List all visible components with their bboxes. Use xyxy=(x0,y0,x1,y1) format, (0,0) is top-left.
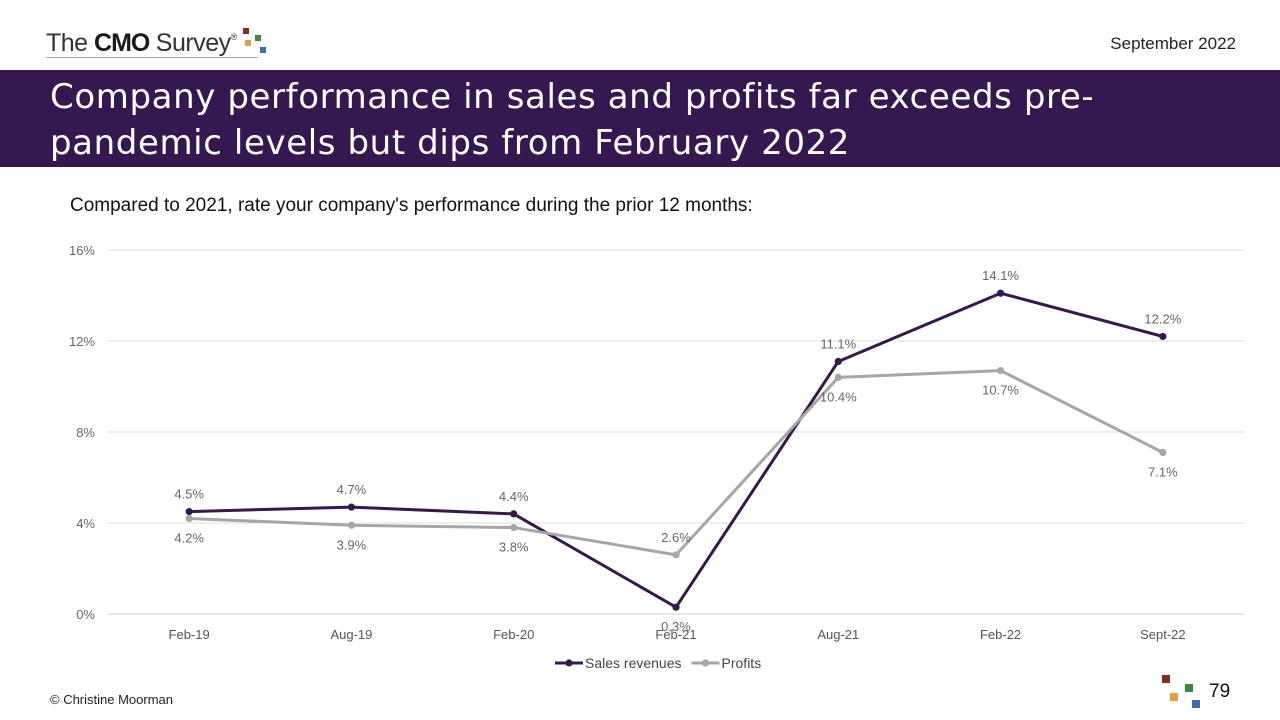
data-labels: 4.5% 4.7% 4.4% 0.3% 11.1% 14.1% 12.2% 4.2% 3.9% 3… xyxy=(174,268,1181,634)
data-point xyxy=(185,508,193,516)
data-point xyxy=(834,373,842,381)
data-label: 4.2% xyxy=(174,530,204,545)
logo-underline xyxy=(46,57,258,58)
data-point xyxy=(185,514,193,523)
data-label: 10.7% xyxy=(982,383,1019,398)
performance-line-chart: 0% 4% 8% 12% 16% Feb-19 Aug-19 Feb-20 Feb-21 Aug… xyxy=(69,243,1244,671)
series-line-sales xyxy=(189,291,1164,609)
series-points xyxy=(185,289,1167,611)
data-label: 10.4% xyxy=(820,389,857,404)
y-axis-ticks: 0% 4% 8% 12% 16% xyxy=(69,243,95,622)
slide-title: Company performance in sales and profits… xyxy=(50,77,1095,163)
chart-legend: Sales revenues Profits xyxy=(555,655,761,671)
x-axis-ticks: Feb-19 Aug-19 Feb-20 Feb-21 Aug-21 Feb-22 Sept… xyxy=(169,627,1186,642)
series-lines xyxy=(189,291,1164,609)
legend-marker xyxy=(701,659,710,667)
legend-label: Sales revenues xyxy=(585,655,682,671)
logo-squares-icon xyxy=(239,26,273,60)
x-tick-label: Feb-20 xyxy=(493,627,534,642)
page-number: 79 xyxy=(1209,681,1231,702)
data-point xyxy=(510,510,518,518)
y-tick-label: 4% xyxy=(76,516,95,531)
data-label: 4.4% xyxy=(499,489,529,504)
legend-label: Profits xyxy=(722,655,762,671)
x-tick-label: Sept-22 xyxy=(1140,627,1186,642)
copyright-text: © Christine Moorman xyxy=(50,692,174,707)
grid-lines xyxy=(108,249,1244,615)
data-label: 0.3% xyxy=(661,619,691,634)
x-tick-label: Feb-19 xyxy=(169,627,210,642)
y-tick-label: 8% xyxy=(76,425,95,440)
data-label: 7.1% xyxy=(1148,464,1178,479)
cmo-survey-logo: The CMO Survey® xyxy=(46,26,273,60)
data-point xyxy=(834,357,842,366)
legend-marker xyxy=(565,659,573,667)
title-banner xyxy=(0,70,1280,167)
y-tick-label: 16% xyxy=(69,243,95,258)
question-text: Compared to 2021, rate your company's pe… xyxy=(70,195,753,216)
series-line-profits xyxy=(189,369,1164,557)
data-label: 11.1% xyxy=(820,336,856,351)
data-point xyxy=(672,603,680,611)
x-tick-label: Feb-21 xyxy=(655,627,696,642)
data-point xyxy=(672,551,680,559)
x-tick-label: Aug-19 xyxy=(330,627,372,642)
data-point xyxy=(996,366,1005,375)
data-label: 4.5% xyxy=(174,487,204,502)
x-tick-label: Feb-22 xyxy=(980,627,1021,642)
data-point xyxy=(347,503,356,511)
data-point xyxy=(347,521,356,529)
data-point xyxy=(510,523,518,532)
data-label: 3.8% xyxy=(499,540,529,555)
data-point xyxy=(1159,332,1167,341)
logo-text: The CMO Survey® xyxy=(46,29,237,57)
y-tick-label: 12% xyxy=(69,334,95,349)
data-label: 12.2% xyxy=(1144,311,1181,326)
data-label: 14.1% xyxy=(982,268,1019,283)
data-point xyxy=(1159,448,1167,457)
x-tick-label: Aug-21 xyxy=(817,627,859,642)
data-label: 2.6% xyxy=(661,530,691,545)
data-point xyxy=(996,289,1005,297)
report-date: September 2022 xyxy=(1110,34,1236,53)
y-tick-label: 0% xyxy=(76,607,95,622)
data-label: 4.7% xyxy=(337,482,367,497)
data-label: 3.9% xyxy=(337,537,367,552)
